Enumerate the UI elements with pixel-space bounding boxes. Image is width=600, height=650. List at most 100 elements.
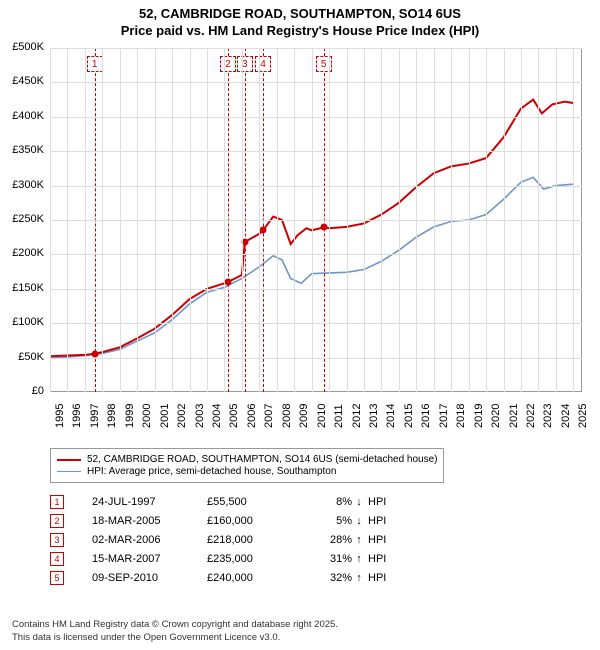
y-tick-label: £150K bbox=[0, 282, 44, 294]
row-arrow-icon: ↓ bbox=[352, 515, 366, 527]
transactions-table: 124-JUL-1997£55,5008%↓HPI218-MAR-2005£16… bbox=[50, 490, 398, 590]
transaction-row: 509-SEP-2010£240,00032%↑HPI bbox=[50, 571, 398, 585]
gridline-v bbox=[277, 48, 278, 392]
x-tick-label: 1996 bbox=[71, 404, 83, 428]
row-date: 09-SEP-2010 bbox=[92, 572, 207, 584]
gridline-h bbox=[50, 151, 582, 152]
gridline-h bbox=[50, 48, 582, 49]
x-tick-label: 2006 bbox=[246, 404, 258, 428]
x-tick-label: 2007 bbox=[263, 404, 275, 428]
row-price: £240,000 bbox=[207, 572, 312, 584]
row-price: £160,000 bbox=[207, 515, 312, 527]
gridline-v bbox=[172, 48, 173, 392]
gridline-v bbox=[224, 48, 225, 392]
gridline-v bbox=[85, 48, 86, 392]
gridline-v bbox=[434, 48, 435, 392]
row-date: 24-JUL-1997 bbox=[92, 496, 207, 508]
y-tick-label: £200K bbox=[0, 247, 44, 259]
gridline-v bbox=[486, 48, 487, 392]
x-tick-label: 2023 bbox=[542, 404, 554, 428]
gridline-h bbox=[50, 82, 582, 83]
sale-point bbox=[91, 350, 98, 357]
gridline-v bbox=[573, 48, 574, 392]
y-tick-label: £450K bbox=[0, 75, 44, 87]
x-tick-label: 2020 bbox=[490, 404, 502, 428]
gridline-h bbox=[50, 358, 582, 359]
gridline-v bbox=[347, 48, 348, 392]
x-tick-label: 2008 bbox=[281, 404, 293, 428]
gridline-v bbox=[399, 48, 400, 392]
x-tick-label: 2022 bbox=[525, 404, 537, 428]
gridline-v bbox=[294, 48, 295, 392]
row-marker: 3 bbox=[50, 533, 64, 547]
gridline-v bbox=[312, 48, 313, 392]
marker-label-box: 3 bbox=[237, 56, 253, 72]
row-date: 02-MAR-2006 bbox=[92, 534, 207, 546]
gridline-v bbox=[504, 48, 505, 392]
gridline-v bbox=[259, 48, 260, 392]
sale-point bbox=[320, 223, 327, 230]
row-pct: 32% bbox=[312, 572, 352, 584]
row-arrow-icon: ↑ bbox=[352, 553, 366, 565]
chart-legend: 52, CAMBRIDGE ROAD, SOUTHAMPTON, SO14 6U… bbox=[50, 448, 444, 483]
transaction-row: 1 24-JUL-1997£55,5008%↓HPI bbox=[50, 495, 398, 509]
row-price: £235,000 bbox=[207, 553, 312, 565]
gridline-v bbox=[364, 48, 365, 392]
gridline-v bbox=[329, 48, 330, 392]
x-tick-label: 1995 bbox=[54, 404, 66, 428]
row-pct: 28% bbox=[312, 534, 352, 546]
row-marker: 4 bbox=[50, 552, 64, 566]
footer-attribution: Contains HM Land Registry data © Crown c… bbox=[12, 619, 338, 644]
row-arrow-icon: ↓ bbox=[352, 496, 366, 508]
footer-line1: Contains HM Land Registry data © Crown c… bbox=[12, 619, 338, 631]
sale-point bbox=[225, 278, 232, 285]
legend-swatch bbox=[57, 471, 81, 473]
x-tick-label: 2025 bbox=[577, 404, 589, 428]
row-marker: 1 bbox=[50, 495, 64, 509]
gridline-h bbox=[50, 289, 582, 290]
gridline-v bbox=[67, 48, 68, 392]
sale-point bbox=[259, 227, 266, 234]
footer-line2: This data is licensed under the Open Gov… bbox=[12, 632, 338, 644]
x-tick-label: 2011 bbox=[333, 404, 345, 428]
gridline-v bbox=[381, 48, 382, 392]
row-hpi-label: HPI bbox=[366, 553, 398, 565]
x-tick-label: 2013 bbox=[368, 404, 380, 428]
transaction-row: 4 15-MAR-2007£235,00031%↑HPI bbox=[50, 552, 398, 566]
legend-swatch bbox=[57, 459, 81, 461]
x-tick-label: 2019 bbox=[473, 404, 485, 428]
gridline-v bbox=[521, 48, 522, 392]
x-tick-label: 2005 bbox=[228, 404, 240, 428]
row-date: 15-MAR-2007 bbox=[92, 553, 207, 565]
x-tick-label: 2010 bbox=[316, 404, 328, 428]
x-tick-label: 2012 bbox=[351, 404, 363, 428]
x-tick-label: 2018 bbox=[455, 404, 467, 428]
row-pct: 8% bbox=[312, 496, 352, 508]
gridline-v bbox=[190, 48, 191, 392]
x-tick-label: 2016 bbox=[420, 404, 432, 428]
x-tick-label: 1999 bbox=[124, 404, 136, 428]
row-price: £55,500 bbox=[207, 496, 312, 508]
y-tick-label: £300K bbox=[0, 179, 44, 191]
gridline-h bbox=[50, 186, 582, 187]
gridline-v bbox=[416, 48, 417, 392]
y-tick-label: £350K bbox=[0, 144, 44, 156]
row-arrow-icon: ↑ bbox=[352, 534, 366, 546]
gridline-v bbox=[451, 48, 452, 392]
row-pct: 31% bbox=[312, 553, 352, 565]
gridline-v bbox=[102, 48, 103, 392]
transaction-row: 302-MAR-2006£218,00028%↑HPI bbox=[50, 533, 398, 547]
gridline-h bbox=[50, 220, 582, 221]
x-tick-label: 2014 bbox=[385, 404, 397, 428]
row-arrow-icon: ↑ bbox=[352, 572, 366, 584]
transaction-row: 218-MAR-2005£160,0005%↓HPI bbox=[50, 514, 398, 528]
gridline-v bbox=[155, 48, 156, 392]
gridline-v bbox=[538, 48, 539, 392]
row-date: 18-MAR-2005 bbox=[92, 515, 207, 527]
row-hpi-label: HPI bbox=[366, 496, 398, 508]
x-tick-label: 2009 bbox=[298, 404, 310, 428]
y-tick-label: £500K bbox=[0, 41, 44, 53]
y-tick-label: £100K bbox=[0, 316, 44, 328]
y-tick-label: £0 bbox=[0, 385, 44, 397]
row-marker: 2 bbox=[50, 514, 64, 528]
